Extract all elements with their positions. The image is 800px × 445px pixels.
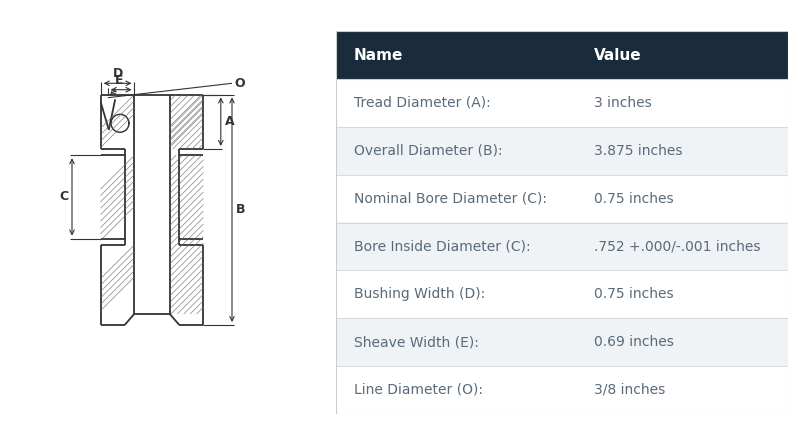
Bar — [336, 79, 788, 127]
Text: 0.75 inches: 0.75 inches — [594, 287, 674, 301]
Text: O: O — [234, 77, 245, 90]
Bar — [336, 174, 788, 222]
Bar — [336, 318, 788, 366]
Text: D: D — [113, 67, 122, 80]
Text: E: E — [115, 74, 124, 87]
Bar — [336, 270, 788, 318]
Text: 0.75 inches: 0.75 inches — [594, 192, 674, 206]
Text: 3/8 inches: 3/8 inches — [594, 383, 665, 397]
Text: Name: Name — [354, 48, 403, 63]
Bar — [336, 31, 788, 79]
Text: 0.69 inches: 0.69 inches — [594, 335, 674, 349]
Text: Nominal Bore Diameter (C):: Nominal Bore Diameter (C): — [354, 192, 547, 206]
Text: Sheave Width (E):: Sheave Width (E): — [354, 335, 479, 349]
Text: C: C — [59, 190, 68, 203]
Text: B: B — [236, 203, 246, 216]
Text: A: A — [225, 115, 234, 128]
Text: Overall Diameter (B):: Overall Diameter (B): — [354, 144, 502, 158]
Text: Line Diameter (O):: Line Diameter (O): — [354, 383, 483, 397]
Text: Bushing Width (D):: Bushing Width (D): — [354, 287, 486, 301]
Text: 3.875 inches: 3.875 inches — [594, 144, 682, 158]
Text: Bore Inside Diameter (C):: Bore Inside Diameter (C): — [354, 239, 530, 253]
Text: Tread Diameter (A):: Tread Diameter (A): — [354, 96, 491, 110]
Text: .752 +.000/-.001 inches: .752 +.000/-.001 inches — [594, 239, 760, 253]
Text: 3 inches: 3 inches — [594, 96, 651, 110]
Bar — [336, 222, 788, 270]
Bar — [336, 366, 788, 414]
Bar — [336, 127, 788, 174]
Text: Value: Value — [594, 48, 642, 63]
